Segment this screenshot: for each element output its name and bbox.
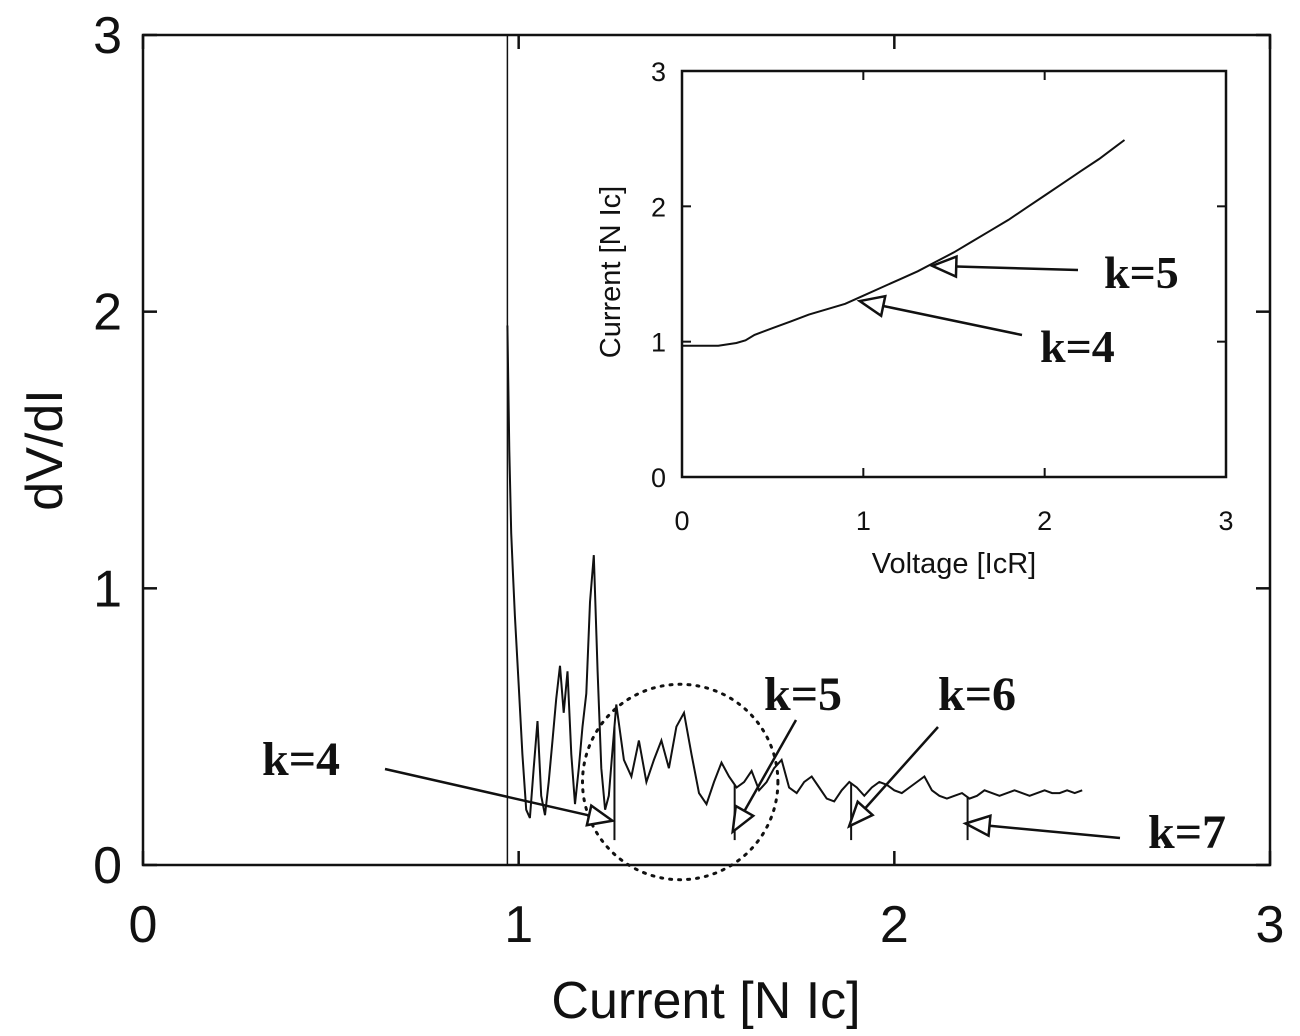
main-series-line bbox=[506, 325, 1083, 819]
main-x-axis-label: Current [N Ic] bbox=[551, 972, 860, 1030]
main-y-tick-label: 1 bbox=[93, 560, 122, 618]
main-arrow-k=5 bbox=[731, 719, 798, 835]
main-chart: 0 1 2 3 0 1 2 3 k=4 k=5 k=6 k=7 Current [N Ic] dV/… bbox=[16, 7, 1284, 1030]
arrow-head bbox=[846, 799, 875, 829]
main-y-axis-label: dV/dI bbox=[16, 389, 74, 510]
arrow-head bbox=[731, 803, 756, 835]
inset-ticks bbox=[681, 70, 1227, 478]
main-arrow-k=7 bbox=[962, 814, 1121, 840]
arrow-head bbox=[928, 254, 958, 279]
main-arrow-k=6 bbox=[846, 726, 939, 829]
inset-y-tick-label: 2 bbox=[651, 192, 666, 222]
main-ticks bbox=[141, 33, 1272, 867]
arrow-shaft bbox=[384, 767, 590, 817]
inset-x-tick-label: 3 bbox=[1218, 506, 1233, 536]
arrow-head bbox=[962, 814, 992, 838]
main-x-tick-label: 0 bbox=[129, 896, 158, 954]
main-y-tick-label: 2 bbox=[93, 284, 122, 342]
main-tick-labels: 0 1 2 3 0 1 2 3 bbox=[93, 7, 1284, 954]
main-annotation-label: k=7 bbox=[1148, 806, 1226, 859]
inset-series-line bbox=[682, 139, 1126, 347]
arrow-shaft bbox=[743, 719, 798, 812]
inset-y-tick-label: 1 bbox=[651, 328, 666, 358]
arrow-shaft bbox=[989, 824, 1121, 840]
inset-annotation-arrows: k=5k=4 bbox=[856, 247, 1179, 372]
main-annotation-arrows: k=4 k=5 k=6 k=7 bbox=[262, 668, 1226, 859]
main-y-tick-label: 3 bbox=[93, 7, 122, 65]
main-annotation-label: k=5 bbox=[764, 668, 842, 721]
arrow-shaft bbox=[882, 304, 1023, 337]
main-x-tick-label: 3 bbox=[1256, 896, 1285, 954]
inset-x-tick-label: 1 bbox=[856, 506, 871, 536]
dotted-circle bbox=[581, 682, 780, 882]
main-arrow-k=4 bbox=[384, 767, 616, 827]
inset-x-axis-label: Voltage [IcR] bbox=[872, 548, 1036, 580]
main-plot-frame bbox=[141, 33, 1272, 867]
arrow-shaft bbox=[956, 265, 1079, 272]
inset-arrow-k=5 bbox=[928, 254, 1079, 279]
inset-plot-frame bbox=[680, 69, 1228, 479]
inset-x-tick-label: 0 bbox=[674, 506, 689, 536]
inset-annotation-label: k=5 bbox=[1104, 247, 1179, 298]
inset-y-axis-label: Current [N Ic] bbox=[595, 186, 627, 358]
main-x-tick-label: 1 bbox=[504, 896, 533, 954]
arrow-shaft bbox=[864, 726, 939, 810]
main-annotation-label: k=4 bbox=[262, 733, 340, 786]
arrow-head bbox=[585, 803, 616, 827]
inset-arrow-k=4 bbox=[856, 294, 1023, 337]
arrow-head bbox=[856, 294, 887, 318]
inset-x-tick-label: 2 bbox=[1037, 506, 1052, 536]
inset-tick-labels: 0 1 2 3 0 1 2 3 bbox=[651, 57, 1234, 536]
main-y-tick-label: 0 bbox=[93, 837, 122, 895]
inset-annotation-label: k=4 bbox=[1040, 321, 1115, 372]
main-annotation-label: k=6 bbox=[938, 668, 1016, 721]
main-x-tick-label: 2 bbox=[880, 896, 909, 954]
inset-y-tick-label: 3 bbox=[651, 57, 666, 87]
inset-y-tick-label: 0 bbox=[651, 463, 666, 493]
